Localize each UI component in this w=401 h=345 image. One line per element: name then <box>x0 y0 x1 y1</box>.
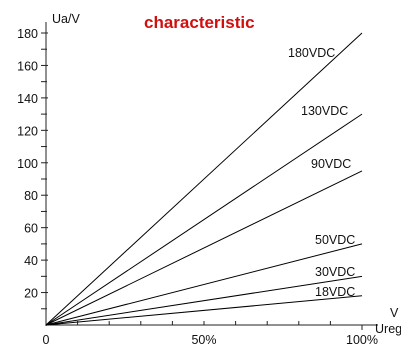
series-label: 130VDC <box>301 104 348 118</box>
x-axis-title-top: V <box>390 306 399 320</box>
y-tick-label: 40 <box>24 254 38 268</box>
x-tick-label: 50% <box>191 333 216 345</box>
series-line <box>45 275 363 326</box>
axes <box>45 22 378 330</box>
x-tick-label: 100% <box>346 333 378 345</box>
y-tick-label: 20 <box>24 287 38 301</box>
series-label: 30VDC <box>315 265 355 279</box>
series-label: 50VDC <box>315 233 355 247</box>
y-tick-label: 120 <box>17 124 38 138</box>
x-axis-title-bottom: Ureg <box>375 322 401 336</box>
y-tick-label: 140 <box>17 92 38 106</box>
x-axis-ticks: 0 50% 100% <box>43 321 378 345</box>
series-line <box>45 113 363 326</box>
series-labels: 180VDC 130VDC 90VDC 50VDC 30VDC 18VDC <box>288 46 355 299</box>
y-tick-label: 80 <box>24 189 38 203</box>
series-line <box>45 32 363 326</box>
series-line <box>45 295 363 326</box>
series-label: 18VDC <box>315 285 355 299</box>
series-label: 180VDC <box>288 46 335 60</box>
y-tick-label: 100 <box>17 157 38 171</box>
series-lines <box>45 32 363 326</box>
y-axis-ticks: 20 40 60 80 100 120 140 160 180 <box>17 27 48 310</box>
y-tick-label: 180 <box>17 27 38 41</box>
y-axis-title: Ua/V <box>52 12 80 26</box>
y-tick-label: 60 <box>24 222 38 236</box>
series-line <box>45 170 363 326</box>
series-line <box>45 243 363 326</box>
series-label: 90VDC <box>311 157 351 171</box>
x-tick-label: 0 <box>43 333 50 345</box>
y-tick-label: 160 <box>17 59 38 73</box>
chart-title: characteristic <box>144 13 255 32</box>
